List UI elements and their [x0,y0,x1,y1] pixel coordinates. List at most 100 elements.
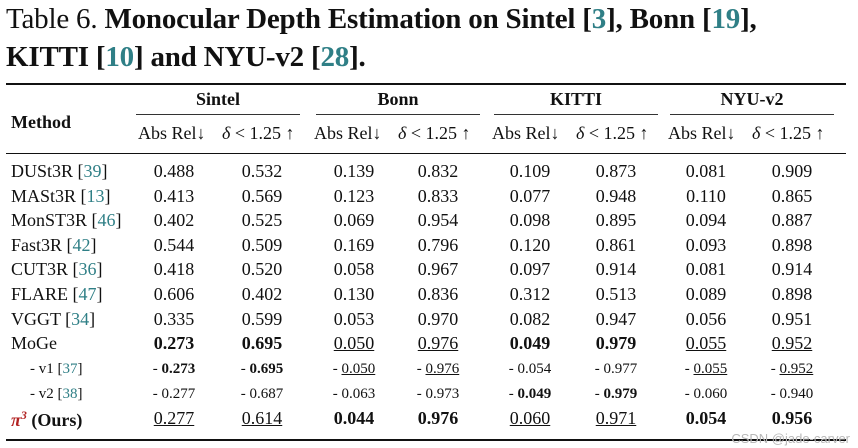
method-cite[interactable]: 34 [71,309,90,329]
cell-value: 0.050 [333,333,375,353]
metric-cell: 0.914 [752,259,832,280]
cell-value: 0.049 [517,386,552,402]
cell-value: 0.544 [153,235,195,255]
cell-value: 0.123 [333,186,375,206]
cell-value: 0.895 [595,210,637,230]
metric-cell: 0.130 [314,284,394,305]
cell-dash: - [508,361,518,377]
method-cite[interactable]: 46 [97,210,116,230]
cell-dash: - [594,386,604,402]
method-cite[interactable]: 47 [78,284,97,304]
metric-cell: 0.069 [314,210,394,231]
method-cite[interactable]: 42 [72,235,91,255]
cell-value: 0.873 [595,161,637,181]
cell-value: 0.093 [685,235,727,255]
metric-cell: 0.832 [398,161,478,182]
table-caption: Table 6. Monocular Depth Estimation on S… [6,0,856,76]
method-cite[interactable]: 37 [62,361,78,377]
cell-value: 0.273 [153,333,195,353]
cell-value: 0.069 [333,210,375,230]
metric-cell: 0.110 [666,186,746,207]
metric-cell: 0.525 [222,210,302,231]
cell-value: 0.976 [417,333,459,353]
cell-value: 0.979 [595,333,637,353]
metric-cell: 0.947 [576,309,656,330]
cell-value: 0.513 [595,284,637,304]
dataset-header-kitti: KITTI [549,89,603,109]
cell-value: 0.979 [603,386,638,402]
dataset-header-sintel: Sintel [195,89,240,109]
metric-cell: - 0.952 [752,361,832,378]
cell-value: 0.063 [341,386,376,402]
metric-cell: 0.599 [222,309,302,330]
cell-value: 0.055 [693,361,728,377]
method-cite-close: ] [89,309,96,329]
metric-cell: 0.169 [314,235,394,256]
cell-dash: - [240,386,250,402]
metric-cell: - 0.055 [666,361,746,378]
delta-symbol: δ [222,123,231,143]
delta-symbol: δ [398,123,407,143]
delta-threshold: < 1.25 ↑ [760,123,825,143]
caption-cite[interactable]: 10 [105,41,134,73]
row-method-label: FLARE [47] [11,284,103,305]
cell-value: 0.277 [153,408,195,428]
cell-value: 0.967 [417,259,459,279]
method-name: FLARE [ [11,284,79,304]
cell-value: 0.861 [595,235,637,255]
cell-value: 0.971 [595,408,637,428]
metric-cell: 0.509 [222,235,302,256]
pi-superscript: 3 [20,408,27,422]
metric-cell: 0.956 [752,408,832,429]
metric-cell: 0.895 [576,210,656,231]
method-cite[interactable]: 38 [62,386,78,402]
method-cite[interactable]: 39 [83,161,102,181]
metric-cell: 0.094 [666,210,746,231]
cell-value: 0.273 [161,361,196,377]
cell-value: 0.053 [333,309,375,329]
caption-line-1: Table 6. Monocular Depth Estimation on S… [6,0,856,38]
cell-value: 0.169 [333,235,375,255]
cell-dash: - [594,361,604,377]
metric-cell: 0.836 [398,284,478,305]
delta-threshold: < 1.25 ↑ [406,123,471,143]
metric-header-delta: δ < 1.25 ↑ [752,123,825,144]
method-cite-close: ] [104,186,111,206]
cell-value: 0.525 [241,210,283,230]
cell-dash: - [770,361,780,377]
metric-cell: 0.488 [134,161,214,182]
cell-value: 0.277 [161,386,196,402]
cell-value: 0.089 [685,284,727,304]
metric-cell: 0.861 [576,235,656,256]
row-method-label: - v1 [37] [30,361,83,378]
caption-cite[interactable]: 28 [320,41,350,73]
dataset-header-nyu: NYU-v2 [720,89,784,109]
cell-value: 0.130 [333,284,375,304]
method-header: Method [11,112,71,132]
metric-cell: 0.976 [398,333,478,354]
cell-value: 0.109 [509,161,551,181]
cell-dash: - [332,386,342,402]
caption-title-f: ]. [349,41,366,73]
cell-dash: - [508,386,518,402]
method-cite[interactable]: 36 [78,259,97,279]
caption-title-c: ], [740,3,757,35]
cell-dash: - [332,361,342,377]
method-name: - v2 [ [30,386,63,402]
cell-value: 0.402 [241,284,283,304]
metric-cell: 0.273 [134,333,214,354]
method-cite[interactable]: 13 [86,186,105,206]
metric-cell: 0.873 [576,161,656,182]
group-rule [494,114,658,115]
metric-cell: 0.277 [134,408,214,429]
cell-value: 0.082 [509,309,551,329]
metric-header-abs: Abs Rel↓ [492,123,560,143]
metric-cell: 0.544 [134,235,214,256]
metric-cell: 0.082 [490,309,570,330]
cell-value: 0.060 [693,386,728,402]
delta-threshold: < 1.25 ↑ [230,123,295,143]
cell-value: 0.081 [685,161,727,181]
metric-cell: - 0.976 [398,361,478,378]
caption-cite[interactable]: 19 [711,3,741,35]
caption-cite[interactable]: 3 [591,3,607,35]
